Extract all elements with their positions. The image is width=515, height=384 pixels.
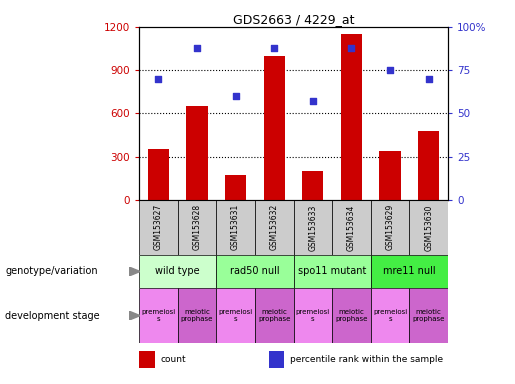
Bar	[341, 34, 362, 200]
Bar	[380, 151, 401, 200]
Text: premeiosi
s: premeiosi s	[296, 309, 330, 322]
Point	[309, 98, 317, 104]
Text: spo11 mutant: spo11 mutant	[298, 266, 366, 276]
Text: GSM153627: GSM153627	[154, 204, 163, 250]
Bar	[264, 56, 285, 200]
Bar	[216, 288, 255, 343]
Bar	[294, 255, 371, 288]
Bar	[371, 200, 409, 255]
Bar	[294, 288, 332, 343]
Bar	[332, 288, 371, 343]
Bar	[139, 255, 216, 288]
Bar	[371, 255, 448, 288]
Bar	[409, 200, 448, 255]
Point	[154, 76, 163, 82]
Text: GSM153634: GSM153634	[347, 204, 356, 250]
Polygon shape	[129, 267, 140, 276]
Polygon shape	[129, 311, 140, 320]
Point	[270, 45, 278, 51]
Text: rad50 null: rad50 null	[230, 266, 280, 276]
Bar	[178, 200, 216, 255]
Bar	[332, 200, 371, 255]
Text: GDS2663 / 4229_at: GDS2663 / 4229_at	[233, 13, 354, 26]
Text: GSM153630: GSM153630	[424, 204, 433, 250]
Text: mre11 null: mre11 null	[383, 266, 436, 276]
Bar	[302, 171, 323, 200]
Text: GSM153632: GSM153632	[270, 204, 279, 250]
Bar	[139, 200, 178, 255]
Bar	[139, 288, 178, 343]
Text: GSM153628: GSM153628	[193, 204, 201, 250]
Point	[232, 93, 240, 99]
Text: premeiosi
s: premeiosi s	[141, 309, 176, 322]
Bar	[139, 351, 154, 368]
Text: meiotic
prophase: meiotic prophase	[335, 309, 368, 322]
Bar	[186, 106, 208, 200]
Point	[424, 76, 433, 82]
Text: development stage: development stage	[5, 311, 100, 321]
Text: premeiosi
s: premeiosi s	[373, 309, 407, 322]
Text: wild type: wild type	[156, 266, 200, 276]
Bar	[269, 351, 284, 368]
Point	[193, 45, 201, 51]
Bar	[216, 255, 294, 288]
Text: meiotic
prophase: meiotic prophase	[258, 309, 290, 322]
Text: meiotic
prophase: meiotic prophase	[413, 309, 445, 322]
Bar	[409, 288, 448, 343]
Point	[386, 67, 394, 73]
Text: GSM153633: GSM153633	[308, 204, 317, 250]
Text: GSM153629: GSM153629	[386, 204, 394, 250]
Bar	[216, 200, 255, 255]
Text: GSM153631: GSM153631	[231, 204, 240, 250]
Bar	[178, 288, 216, 343]
Bar	[294, 200, 332, 255]
Bar	[255, 200, 294, 255]
Text: percentile rank within the sample: percentile rank within the sample	[290, 355, 443, 364]
Text: premeiosi
s: premeiosi s	[218, 309, 253, 322]
Bar	[225, 175, 246, 200]
Bar	[255, 288, 294, 343]
Point	[347, 45, 355, 51]
Bar	[418, 131, 439, 200]
Bar	[371, 288, 409, 343]
Bar	[148, 149, 169, 200]
Text: meiotic
prophase: meiotic prophase	[181, 309, 213, 322]
Text: count: count	[161, 355, 186, 364]
Text: genotype/variation: genotype/variation	[5, 266, 98, 276]
